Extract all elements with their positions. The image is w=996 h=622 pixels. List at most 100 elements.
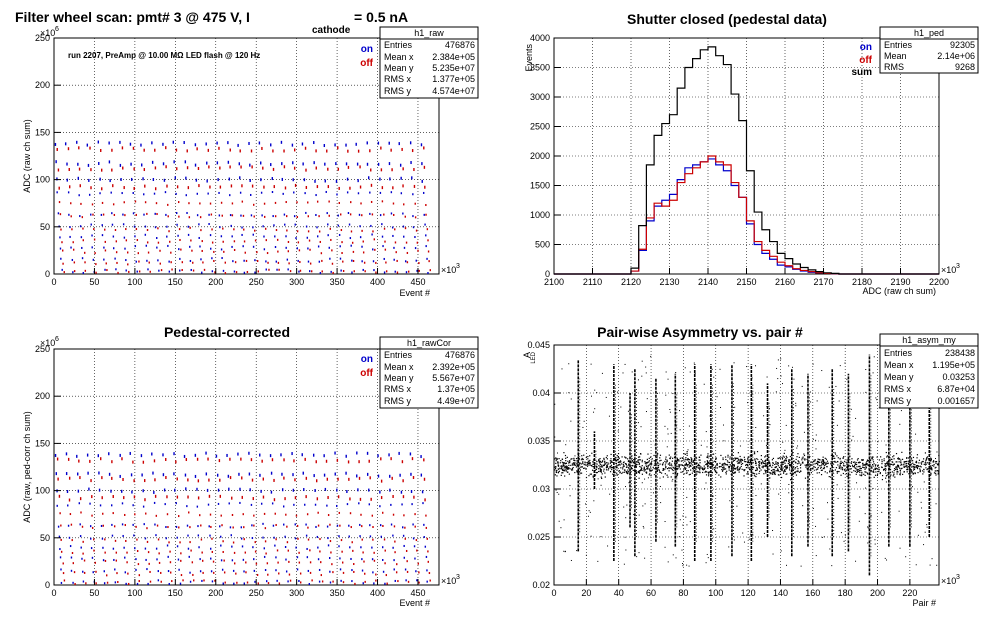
data-point	[294, 223, 296, 226]
data-point	[805, 465, 807, 467]
data-point	[293, 215, 296, 218]
data-point	[404, 526, 406, 529]
data-point	[711, 462, 713, 464]
data-point	[878, 468, 880, 471]
data-point	[191, 249, 193, 252]
data-point	[112, 247, 115, 250]
data-point	[765, 472, 767, 474]
data-point	[284, 497, 286, 501]
data-point	[573, 459, 575, 461]
data-point	[336, 504, 338, 507]
data-point	[261, 146, 263, 150]
data-point	[307, 201, 309, 204]
outlier-point	[590, 535, 592, 537]
data-point	[95, 582, 97, 585]
data-point	[837, 470, 839, 473]
data-point	[687, 458, 689, 460]
data-point	[307, 526, 309, 529]
data-point	[883, 468, 886, 470]
data-point	[565, 466, 567, 468]
data-point	[624, 469, 626, 471]
outlier-point	[646, 468, 648, 470]
data-point	[400, 192, 403, 195]
data-point	[170, 251, 172, 254]
panel-title: Pedestal-corrected	[164, 324, 290, 340]
outlier-point	[641, 375, 643, 377]
data-point	[673, 467, 675, 469]
data-point	[144, 498, 146, 502]
outlier-point	[751, 377, 753, 379]
data-point	[392, 202, 395, 205]
data-point	[556, 458, 558, 461]
data-point	[201, 249, 203, 252]
data-point	[657, 464, 660, 467]
data-point	[834, 452, 836, 454]
data-point	[102, 213, 105, 216]
data-point	[136, 270, 138, 273]
outlier-point	[802, 505, 804, 507]
data-point	[412, 215, 414, 218]
data-point	[629, 471, 632, 473]
data-point	[241, 233, 243, 236]
data-point	[248, 141, 250, 145]
data-point	[274, 201, 277, 204]
data-point	[935, 466, 937, 469]
data-point	[77, 162, 79, 166]
data-point	[706, 460, 708, 462]
data-point	[654, 462, 656, 464]
data-point	[754, 473, 756, 475]
data-point	[610, 453, 612, 456]
data-point	[638, 470, 640, 472]
outlier-point	[763, 460, 765, 462]
data-point	[894, 476, 896, 478]
data-point	[872, 471, 874, 473]
data-point	[896, 470, 898, 472]
data-point	[804, 459, 806, 461]
data-point	[299, 581, 302, 584]
data-point	[383, 538, 386, 541]
data-point	[229, 165, 231, 169]
data-point	[822, 462, 825, 464]
data-point	[111, 148, 113, 152]
data-point	[814, 466, 816, 469]
data-point	[318, 260, 321, 263]
data-point	[242, 513, 244, 516]
data-point	[385, 261, 387, 264]
data-point	[763, 462, 765, 465]
data-point	[218, 214, 221, 217]
data-point	[862, 459, 864, 461]
data-point	[900, 463, 903, 465]
data-point	[119, 474, 121, 478]
y-tick-label: 3000	[530, 92, 550, 102]
stats-label: RMS y	[884, 396, 912, 406]
data-point	[121, 489, 123, 493]
data-point	[154, 226, 157, 229]
data-point	[426, 537, 428, 540]
data-point	[157, 259, 159, 262]
outlier-point	[776, 367, 778, 369]
data-point	[380, 479, 383, 483]
data-point	[846, 459, 848, 461]
outlier-point	[707, 557, 709, 559]
data-point	[603, 468, 605, 470]
data-point	[933, 465, 935, 467]
data-point	[337, 224, 340, 227]
data-point	[585, 456, 587, 459]
data-point	[299, 269, 302, 272]
data-point	[122, 213, 124, 216]
data-point	[599, 460, 602, 462]
data-point	[773, 468, 775, 471]
data-point	[347, 165, 350, 169]
data-point	[601, 464, 603, 466]
data-point	[89, 525, 92, 528]
data-point	[316, 535, 319, 538]
data-point	[135, 228, 138, 231]
data-point	[77, 472, 79, 476]
data-point	[406, 570, 409, 573]
data-point	[111, 212, 113, 215]
data-point	[876, 456, 878, 458]
data-point	[364, 580, 366, 583]
data-point	[270, 163, 272, 167]
data-point	[713, 468, 716, 471]
stats-label: Entries	[384, 350, 413, 360]
